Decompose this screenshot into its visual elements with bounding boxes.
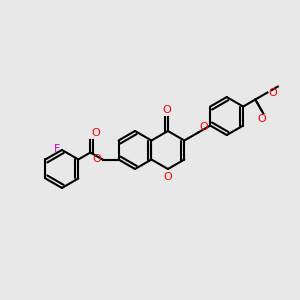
Text: F: F bbox=[53, 144, 60, 154]
Text: O: O bbox=[199, 122, 208, 131]
Text: O: O bbox=[163, 105, 171, 115]
Text: O: O bbox=[257, 114, 266, 124]
Text: O: O bbox=[268, 88, 277, 98]
Text: O: O bbox=[92, 128, 100, 137]
Text: O: O bbox=[93, 154, 101, 164]
Text: O: O bbox=[164, 172, 172, 182]
